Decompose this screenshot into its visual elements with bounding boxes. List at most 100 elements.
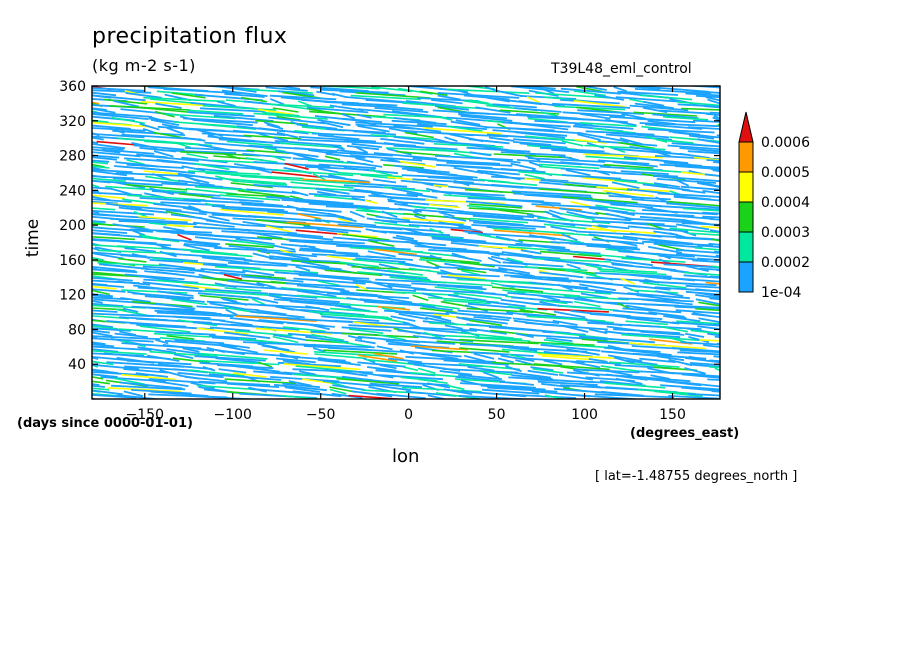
precip-streak <box>475 106 511 114</box>
precip-streak <box>150 119 180 126</box>
precip-streak <box>393 144 458 151</box>
precip-streak <box>666 202 720 209</box>
precip-streak <box>677 103 720 108</box>
precip-streak <box>141 167 196 175</box>
precip-streak <box>334 320 413 326</box>
precip-streak <box>571 360 601 369</box>
precip-streak <box>177 172 223 181</box>
precip-streak <box>232 372 267 378</box>
precip-streak <box>458 225 482 233</box>
precip-streak <box>460 382 536 389</box>
precip-streak <box>150 390 209 397</box>
precip-streak <box>573 300 601 308</box>
precip-streak <box>196 384 256 391</box>
precip-streak <box>487 256 502 264</box>
precip-streak <box>462 317 508 325</box>
precip-streak <box>530 244 571 252</box>
precip-streak <box>621 113 646 120</box>
precip-streak <box>404 131 434 139</box>
precip-streak <box>579 283 617 292</box>
precip-streak <box>559 305 619 312</box>
precip-streak <box>348 335 363 340</box>
precip-streak <box>146 354 180 362</box>
precip-streak <box>663 161 703 167</box>
precip-streak <box>451 240 532 247</box>
precip-streak <box>239 201 284 207</box>
precip-streak <box>463 354 486 362</box>
y-tick-label: 200 <box>59 218 86 234</box>
precip-streak <box>532 368 564 374</box>
precip-streak <box>155 102 182 109</box>
precip-streak <box>510 275 572 283</box>
precip-streak <box>595 204 636 212</box>
precip-streak <box>291 260 347 265</box>
precip-streak <box>387 269 423 276</box>
precip-streak <box>585 155 638 161</box>
precip-streak <box>223 273 243 280</box>
precip-streak <box>431 315 452 322</box>
precip-streak <box>298 274 370 280</box>
precip-streak <box>255 219 311 227</box>
precip-streak <box>280 394 327 399</box>
precip-streak <box>318 163 376 170</box>
precip-streak <box>154 309 222 315</box>
precip-streak <box>155 279 225 287</box>
precip-streak <box>592 127 637 134</box>
precip-streak <box>578 197 627 206</box>
precip-streak <box>537 378 610 384</box>
precip-streak <box>127 194 206 201</box>
precip-streak <box>162 344 215 352</box>
precip-streak <box>342 233 390 241</box>
precip-streak <box>112 223 150 231</box>
precip-streak <box>182 347 200 353</box>
precip-streak <box>234 329 293 337</box>
precip-streak <box>500 298 537 306</box>
precip-streak <box>431 236 487 243</box>
precip-streak <box>540 179 609 187</box>
precip-streak <box>299 247 336 253</box>
precip-streak <box>650 374 670 380</box>
precip-streak <box>92 293 113 298</box>
precip-streak <box>200 123 257 130</box>
precip-streak <box>232 180 288 186</box>
precip-streak <box>543 339 574 345</box>
precip-streak <box>178 192 214 199</box>
precip-streak <box>257 361 273 368</box>
precip-streak <box>209 234 273 241</box>
precip-streak <box>226 193 290 198</box>
precip-streak <box>697 325 720 330</box>
precip-streak <box>487 180 538 186</box>
precip-streak <box>464 188 522 194</box>
precip-streak <box>659 325 689 333</box>
precip-streak <box>243 259 287 266</box>
precip-streak <box>457 331 514 339</box>
precip-streak <box>165 296 205 303</box>
precip-streak <box>391 119 447 126</box>
precip-streak <box>92 136 104 141</box>
precip-streak <box>113 100 139 108</box>
precip-streak <box>594 393 675 399</box>
precip-streak <box>138 215 192 222</box>
precip-streak <box>428 246 490 254</box>
precip-streak <box>677 351 720 356</box>
precip-streak <box>348 394 409 399</box>
precip-streak <box>390 315 416 322</box>
precip-streak <box>561 140 584 147</box>
precip-streak <box>599 135 629 143</box>
precip-streak <box>115 308 148 317</box>
precip-streak <box>619 137 643 146</box>
precip-streak <box>674 305 720 310</box>
precip-streak <box>408 267 446 274</box>
precip-streak <box>511 190 592 197</box>
precip-streak <box>502 121 571 128</box>
precip-streak <box>92 283 124 288</box>
precip-streak <box>182 284 220 291</box>
precip-streak <box>269 94 337 101</box>
precip-streak <box>293 277 366 285</box>
precip-streak <box>455 375 505 383</box>
precip-streak <box>417 367 436 374</box>
x-tick-label: 150 <box>659 407 686 423</box>
precip-streak <box>114 332 148 338</box>
precip-streak <box>453 292 502 300</box>
precip-streak <box>721 371 736 375</box>
